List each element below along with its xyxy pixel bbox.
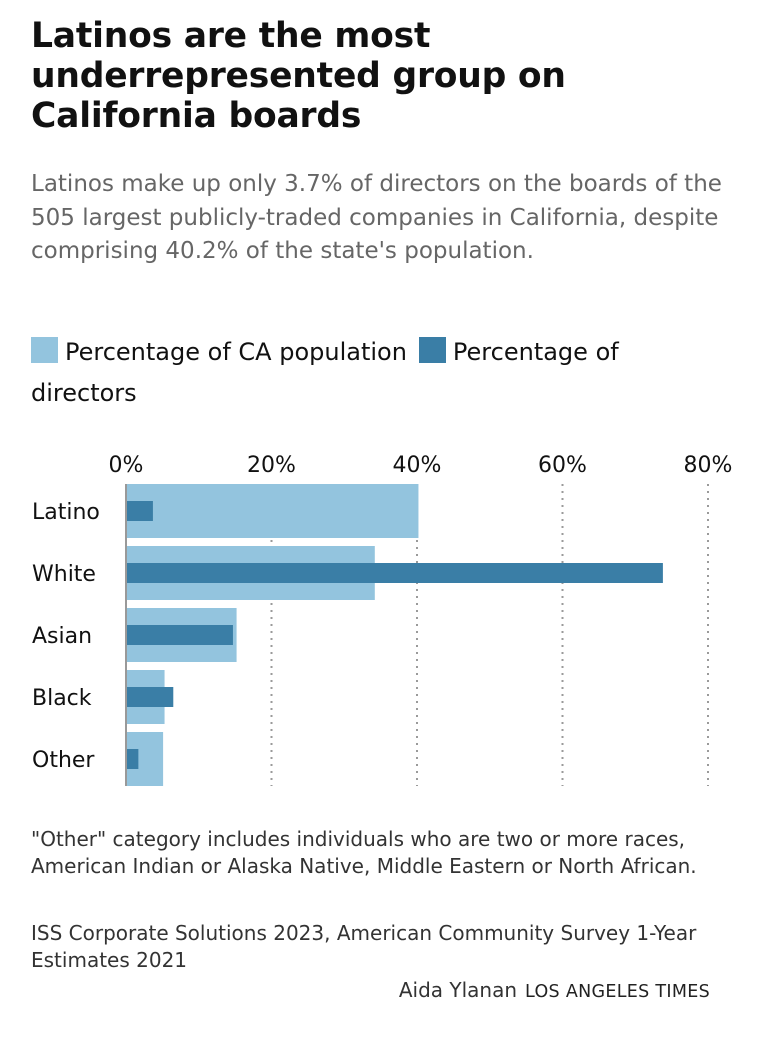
- x-tick-label-80: 80%: [684, 453, 733, 478]
- bar-directors-other: [126, 749, 139, 769]
- bar-directors-black: [126, 687, 174, 707]
- x-tick-label-40: 40%: [393, 453, 442, 478]
- bar-directors-latino: [126, 501, 153, 521]
- legend-swatch-directors: [418, 337, 446, 363]
- legend-label-population: Percentage of CA population: [65, 338, 407, 366]
- source-note: ISS Corporate Solutions 2023, American C…: [31, 921, 697, 972]
- bar-population-latino: [126, 484, 419, 538]
- category-label-other: Other: [32, 748, 95, 773]
- bar-directors-asian: [126, 625, 233, 645]
- x-tick-label-60: 60%: [538, 453, 587, 478]
- legend: Percentage of CA population Percentage of…: [31, 332, 731, 414]
- category-label-latino: Latino: [32, 500, 100, 525]
- legend-item-population: Percentage of CA population: [31, 337, 407, 366]
- legend-swatch-population: [31, 337, 58, 363]
- credit-line: Aida Ylanan LOS ANGELES TIMES: [399, 978, 710, 1002]
- x-tick-label-0: 0%: [109, 453, 144, 478]
- legend-label-directors: Percentage of directors: [31, 338, 619, 407]
- x-tick-label-20: 20%: [247, 453, 296, 478]
- bar-chart: 0% 20% 40% 60% 80% Latino White Asian Black Other: [32, 453, 733, 786]
- chart-subtitle: Latinos make up only 3.7% of directors o…: [31, 171, 722, 264]
- bar-directors-white: [126, 563, 663, 583]
- chart-title: Latinos are the most underrepresented gr…: [31, 16, 566, 136]
- credit-author: Aida Ylanan: [398, 978, 518, 1002]
- category-label-white: White: [32, 562, 96, 587]
- category-label-black: Black: [32, 686, 92, 711]
- legend-item-directors: Percentage of directors: [31, 337, 619, 407]
- credit-organization: LOS ANGELES TIMES: [525, 982, 710, 1002]
- footnote-other-category: "Other" category includes individuals wh…: [31, 827, 697, 878]
- category-label-asian: Asian: [32, 624, 92, 649]
